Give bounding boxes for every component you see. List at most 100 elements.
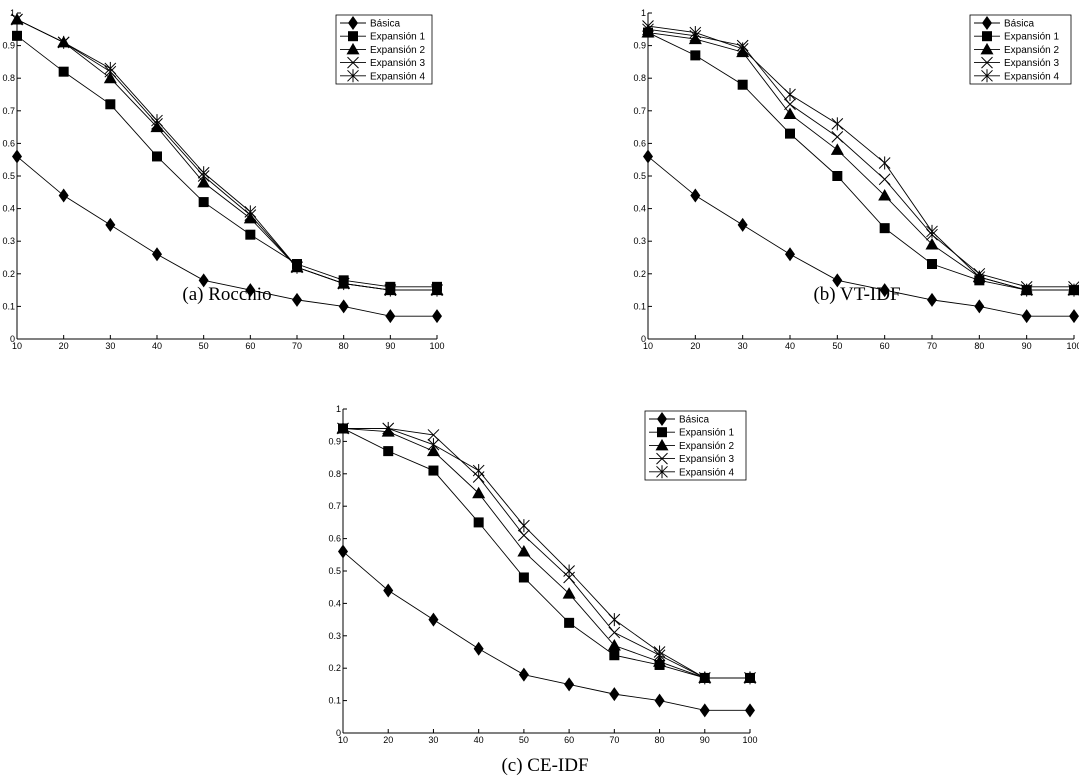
y-tick-label: 0.8 (2, 73, 15, 83)
data-point-star (1020, 283, 1033, 297)
data-point-star (926, 224, 938, 238)
data-point-diamond (383, 583, 394, 598)
data-point-square (473, 517, 484, 528)
data-point-star (337, 421, 349, 435)
data-point-star (744, 671, 756, 685)
data-point-x (608, 626, 621, 639)
series-star (642, 19, 1079, 297)
legend-label: Expansión 1 (679, 428, 734, 439)
data-point-diamond (432, 309, 442, 324)
data-point-diamond (609, 687, 620, 702)
data-point-star (384, 283, 397, 297)
data-point-x (518, 529, 530, 542)
legend-label: Expansión 2 (370, 45, 425, 56)
legend-label: Expansión 4 (1004, 71, 1059, 82)
legend-marker-diamond (982, 16, 992, 30)
caption-vt-idf: (b) VT-IDF (813, 284, 900, 305)
y-tick-label: 0.7 (328, 501, 341, 511)
x-tick-label: 40 (474, 735, 484, 745)
legend-marker-x-stroke-b (981, 56, 993, 69)
legend-marker-x (656, 452, 668, 465)
data-point-diamond (690, 188, 701, 203)
y-tick-label: 0.6 (2, 138, 15, 148)
y-tick-label: 0.4 (328, 598, 341, 608)
data-point-square (832, 171, 843, 181)
legend-label: Básica (370, 19, 400, 30)
series-diamond (643, 149, 1079, 324)
series-line-square (16, 35, 437, 288)
legend: Básica Expansión 1 Expansión 2 Expansión 3 E… (969, 14, 1072, 85)
y-tick-label: 0 (641, 334, 646, 344)
x-tick-label: 80 (339, 341, 349, 351)
y-tick-label: 0.3 (2, 236, 15, 246)
x-tick-label: 10 (338, 735, 348, 745)
data-point-diamond (245, 283, 256, 298)
series-diamond (12, 149, 442, 324)
x-tick-label: 10 (12, 341, 22, 351)
legend-marker-star (656, 465, 668, 479)
caption-rocchio: (a) Rocchio (182, 284, 271, 305)
data-point-x-stroke-b (878, 173, 891, 186)
data-point-star (973, 270, 986, 284)
data-point-diamond (385, 309, 396, 324)
data-point-triangle (878, 189, 892, 201)
legend: Básica Expansión 1 Expansión 2 Expansión 3 E… (644, 410, 747, 481)
data-point-diamond (974, 299, 985, 314)
data-point-square (152, 151, 162, 162)
y-tick-label: 1 (10, 8, 15, 18)
x-tick-label: 60 (880, 341, 890, 351)
data-point-star (831, 117, 844, 131)
x-tick-label: 70 (292, 341, 302, 351)
series-line-diamond (342, 551, 750, 711)
data-point-star (151, 114, 163, 128)
data-point-diamond (198, 273, 209, 288)
x-tick-label: 50 (199, 341, 209, 351)
legend-marker-square (657, 427, 667, 438)
series-line-square (342, 428, 750, 679)
data-point-square (879, 223, 890, 234)
data-point-star (689, 26, 702, 40)
data-point-square (785, 128, 795, 139)
x-tick-label: 20 (383, 735, 393, 745)
y-tick-label: 0.5 (2, 171, 15, 181)
data-point-diamond (152, 247, 162, 262)
y-tick-label: 0.9 (2, 41, 15, 51)
data-point-diamond (643, 149, 653, 164)
data-point-diamond (745, 703, 755, 718)
data-point-x-stroke-b (831, 131, 844, 143)
data-point-star (57, 35, 70, 49)
data-point-star (608, 613, 621, 627)
y-tick-label: 0.4 (633, 204, 646, 214)
data-point-diamond (518, 667, 529, 682)
x-tick-label: 20 (690, 341, 700, 351)
y-tick-label: 0.9 (633, 41, 646, 51)
data-point-star (472, 464, 485, 478)
series-line-star (16, 19, 437, 291)
data-point-triangle (607, 639, 621, 651)
legend-marker-x-stroke-b (656, 452, 668, 465)
y-tick-label: 0.7 (2, 106, 15, 116)
legend-marker-star (347, 69, 359, 83)
data-point-star (653, 645, 666, 659)
y-tick-label: 0.1 (328, 696, 341, 706)
x-tick-label: 50 (519, 735, 529, 745)
y-tick-label: 0.3 (633, 236, 646, 246)
legend-label: Básica (679, 415, 709, 426)
data-point-triangle (103, 71, 117, 84)
data-point-star (197, 166, 210, 180)
data-point-x (427, 429, 440, 441)
x-tick-label: 70 (927, 341, 937, 351)
legend-label: Básica (1004, 19, 1034, 30)
legend-marker-square (982, 31, 992, 42)
data-point-triangle (925, 237, 939, 250)
x-tick-label: 80 (655, 735, 665, 745)
data-point-x (878, 173, 891, 186)
y-tick-label: 0.2 (2, 269, 15, 279)
series-line-triangle (342, 427, 750, 679)
data-point-star (698, 671, 711, 685)
series-line-diamond (16, 156, 437, 317)
legend-label: Expansión 2 (1004, 45, 1059, 56)
y-tick-label: 0.1 (2, 301, 15, 311)
caption-ce-idf: (c) CE-IDF (501, 755, 588, 776)
legend-label: Expansión 4 (679, 467, 734, 478)
